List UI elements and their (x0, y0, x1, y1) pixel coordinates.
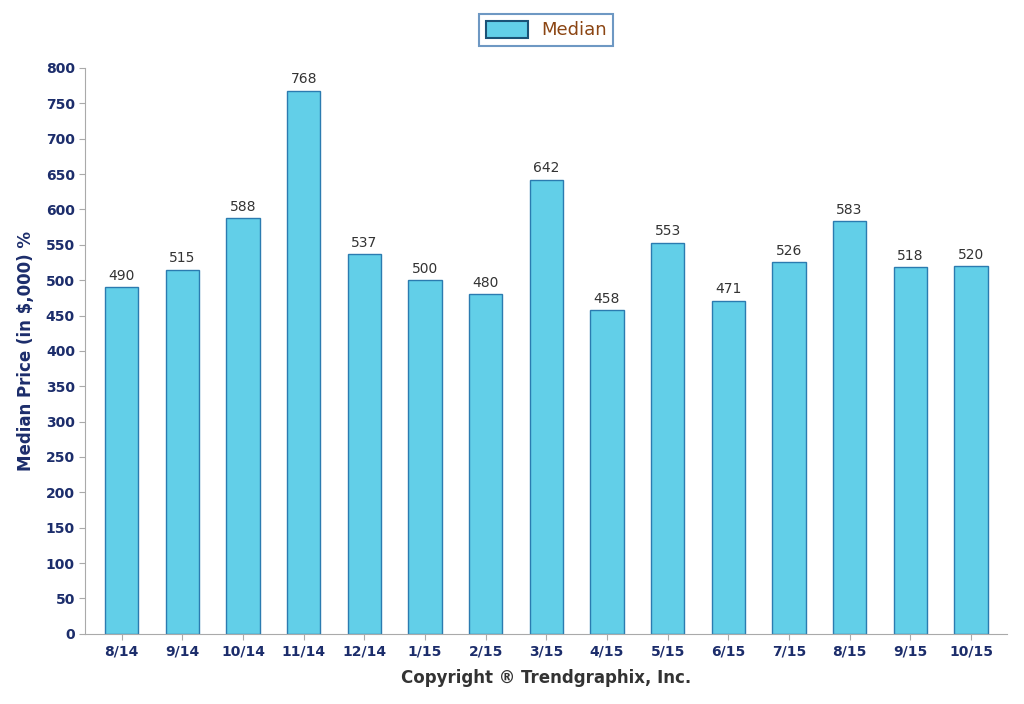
Text: 518: 518 (897, 249, 924, 263)
Text: 588: 588 (229, 200, 256, 214)
Bar (409, 280, 441, 634)
Legend: Median: Median (479, 14, 613, 46)
Bar (894, 268, 927, 634)
Text: 458: 458 (594, 291, 621, 306)
Text: 471: 471 (715, 282, 741, 296)
Text: 553: 553 (654, 225, 681, 239)
Bar (287, 91, 321, 634)
Text: 490: 490 (109, 269, 135, 283)
Bar (105, 287, 138, 634)
Text: 642: 642 (534, 161, 559, 175)
Bar (712, 301, 745, 634)
Text: 515: 515 (169, 251, 196, 265)
Bar (833, 222, 866, 634)
Bar (772, 262, 806, 634)
Bar (590, 310, 624, 634)
Text: 520: 520 (957, 248, 984, 262)
Text: 768: 768 (291, 73, 317, 87)
Bar (226, 218, 260, 634)
Text: 537: 537 (351, 236, 378, 250)
Text: 526: 526 (776, 244, 802, 258)
X-axis label: Copyright ® Trendgraphix, Inc.: Copyright ® Trendgraphix, Inc. (401, 670, 691, 687)
Bar (469, 294, 503, 634)
Bar (348, 254, 381, 634)
Bar (166, 270, 199, 634)
Y-axis label: Median Price (in $,000) %: Median Price (in $,000) % (16, 231, 35, 471)
Bar (651, 243, 684, 634)
Bar (954, 266, 987, 634)
Text: 500: 500 (412, 262, 438, 276)
Bar (529, 180, 563, 634)
Text: 583: 583 (837, 203, 863, 218)
Text: 480: 480 (472, 276, 499, 290)
